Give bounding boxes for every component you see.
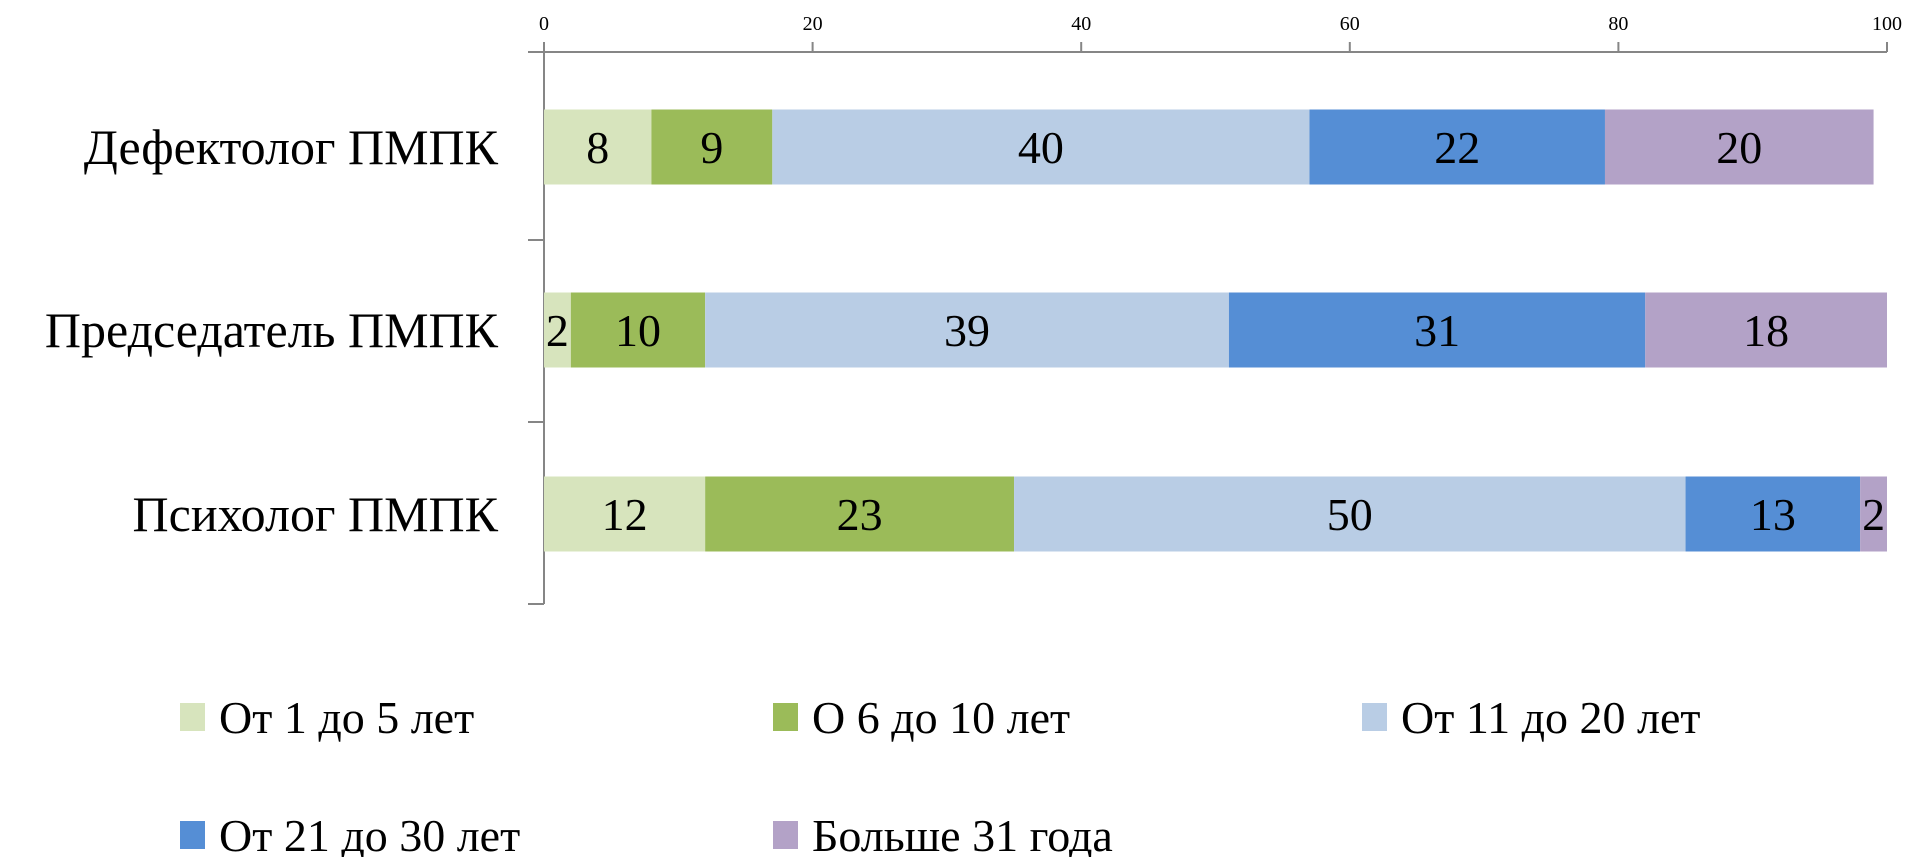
data-label: 9: [700, 122, 723, 173]
bar-segment: [705, 292, 1229, 368]
category-label: Психолог ПМПК: [133, 486, 499, 542]
x-tick-label: 20: [803, 13, 823, 35]
data-label: 2: [546, 305, 569, 356]
legend: От 1 до 5 лет О 6 до 10 лет От 11 до 20 ле…: [180, 692, 1701, 857]
bar-segment: [772, 109, 1310, 185]
bar-segment: [570, 292, 706, 368]
data-label: 10: [615, 305, 661, 356]
x-tick-label: 60: [1340, 13, 1360, 35]
x-tick-label: 0: [539, 13, 549, 35]
legend-label: О 6 до 10 лет: [812, 692, 1070, 743]
axes: 0 20 40 60 80 100 Дефектолог ПМПК Председатель …: [45, 13, 1902, 605]
legend-label: От 11 до 20 лет: [1401, 692, 1701, 743]
bar-segment: [1685, 476, 1861, 552]
data-label: 40: [1018, 122, 1064, 173]
bar-segment: [544, 292, 571, 368]
data-label: 22: [1434, 122, 1480, 173]
category-label: Председатель ПМПК: [45, 302, 499, 358]
bar-segment: [1309, 109, 1605, 185]
bar-segment: [544, 476, 706, 552]
bar-segment: [1228, 292, 1646, 368]
legend-swatch: [180, 821, 205, 849]
data-labels: 8 9 40 22 20 2 10 39 31 18 12 23 50 13 2: [546, 122, 1885, 540]
data-label: 20: [1716, 122, 1762, 173]
bar-segment: [544, 109, 652, 185]
legend-label: От 21 до 30 лет: [219, 810, 520, 857]
legend-swatch: [773, 703, 798, 731]
x-tick-label: 100: [1872, 13, 1902, 35]
x-tick-label: 40: [1071, 13, 1091, 35]
bars: [544, 109, 1887, 552]
bar-segment: [651, 109, 773, 185]
bar-segment: [1860, 476, 1887, 552]
bar-segment: [1645, 292, 1887, 368]
x-tick-label: 80: [1608, 13, 1628, 35]
data-label: 13: [1750, 489, 1796, 540]
data-label: 31: [1414, 305, 1460, 356]
data-label: 2: [1862, 489, 1885, 540]
legend-label: От 1 до 5 лет: [219, 692, 474, 743]
legend-label: Больше 31 года: [812, 810, 1113, 857]
data-label: 12: [602, 489, 648, 540]
bar-segment: [1604, 109, 1874, 185]
legend-swatch: [773, 821, 798, 849]
data-label: 23: [837, 489, 883, 540]
data-label: 8: [586, 122, 609, 173]
bar-segment: [1014, 476, 1686, 552]
data-label: 50: [1327, 489, 1373, 540]
legend-swatch: [1362, 703, 1387, 731]
bar-segment: [705, 476, 1015, 552]
legend-swatch: [180, 703, 205, 731]
data-label: 39: [944, 305, 990, 356]
data-label: 18: [1743, 305, 1789, 356]
category-label: Дефектолог ПМПК: [84, 119, 499, 175]
